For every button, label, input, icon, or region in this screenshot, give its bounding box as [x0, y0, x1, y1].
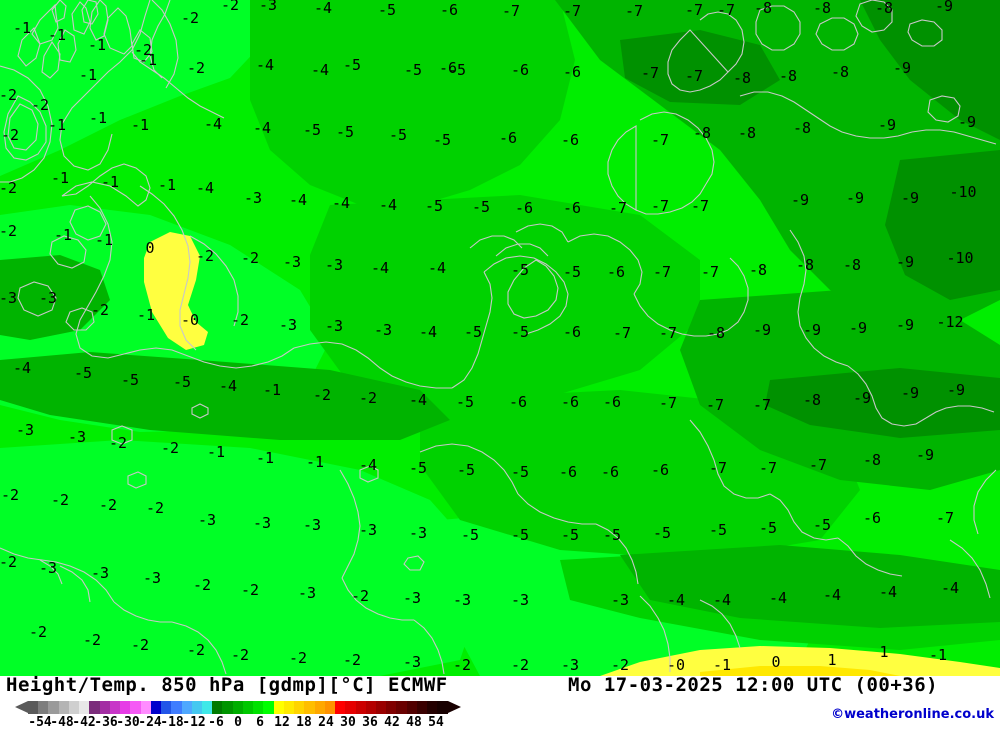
color-scale-tick: 18 — [296, 715, 312, 730]
color-scale-tick: 6 — [256, 715, 264, 730]
color-scale-swatch — [375, 701, 387, 714]
color-scale-tick: -6 — [208, 715, 224, 730]
temperature-map[interactable]: -1 -1 -1 -2 -2 -2 -3 -4 -5 -6 -7 -7 -7 -7 -7 -8 -8 -8 -9 -2… — [0, 0, 1000, 676]
isotherm-band-dark-w — [0, 255, 110, 340]
color-scale-swatch — [416, 701, 428, 714]
color-scale-legend: -54 -48 -42 -36 -30 -24 -18 -12 -6 0 6 12 18 24 30 36 42… — [15, 701, 461, 730]
color-scale-swatch — [201, 701, 213, 714]
color-scale-swatch — [79, 701, 90, 714]
color-scale-swatch — [109, 701, 121, 714]
color-scale-swatch — [253, 701, 264, 714]
isotherm-band-darkest-ne — [860, 0, 1000, 140]
color-scale-swatch — [191, 701, 202, 714]
color-scale-swatch — [242, 701, 254, 714]
color-scale-swatch — [58, 701, 69, 714]
color-scale-tick: 24 — [318, 715, 334, 730]
color-scale-swatch — [355, 701, 366, 714]
color-scale-swatch — [273, 701, 284, 714]
isotherm-band-darkest-e2 — [765, 368, 1000, 438]
color-scale-tick: 0 — [234, 715, 242, 730]
map-footer: Height/Temp. 850 hPa [gdmp][°C] ECMWF Mo… — [0, 674, 1000, 733]
color-scale-swatch — [283, 701, 295, 714]
isotherm-band-dark-nwstrip — [0, 352, 450, 440]
color-scale-tick: 12 — [274, 715, 290, 730]
coastlines — [0, 0, 997, 675]
color-scale-swatch — [161, 701, 172, 714]
color-scale-swatch — [324, 701, 336, 714]
isotherm-band-mid-central — [250, 0, 575, 205]
map-field-svg — [0, 0, 1000, 676]
color-scale-tick: -36 — [94, 715, 118, 730]
isotherm-band-dark-se — [620, 545, 1000, 628]
color-scale-swatch — [130, 701, 141, 714]
color-scale-swatch — [304, 701, 315, 714]
color-scale-swatch — [365, 701, 376, 714]
color-scale-tick: -48 — [50, 715, 74, 730]
color-scale-swatch — [212, 701, 223, 714]
isotherm-band-darkest-e — [885, 150, 1000, 300]
color-scale-tick: -24 — [138, 715, 162, 730]
color-scale-swatch — [140, 701, 151, 714]
color-scale-swatch — [386, 701, 397, 714]
color-scale-swatch — [396, 701, 407, 714]
color-scale-swatch — [120, 701, 131, 714]
isotherm-band-mid-central2 — [310, 195, 700, 405]
color-scale-swatch — [181, 701, 192, 714]
color-scale-swatch — [68, 701, 80, 714]
color-scale-swatch — [28, 701, 39, 714]
color-scale-right-arrow — [448, 701, 461, 713]
color-scale-swatch — [406, 701, 417, 714]
chart-title: Height/Temp. 850 hPa [gdmp][°C] ECMWF — [6, 674, 448, 696]
color-scale-swatch — [314, 701, 325, 714]
color-scale-swatch — [437, 701, 448, 714]
isotherm-band-darkest-ne3 — [620, 30, 780, 105]
color-scale-tick: -42 — [72, 715, 96, 730]
model-run-timestamp: Mo 17-03-2025 12:00 UTC (00+36) — [568, 674, 939, 696]
color-scale-left-arrow — [15, 701, 28, 713]
color-scale-swatches — [28, 701, 448, 714]
color-scale-swatch — [232, 701, 243, 714]
isotherm-band-yellow-south — [600, 646, 1000, 676]
color-scale-tick: -18 — [160, 715, 184, 730]
color-scale-swatch — [345, 701, 356, 714]
color-scale-swatch — [89, 701, 100, 714]
color-scale-swatch — [99, 701, 110, 714]
color-scale-tick: -30 — [116, 715, 140, 730]
color-scale-swatch — [294, 701, 305, 714]
color-scale-swatch — [171, 701, 182, 714]
color-scale-swatch — [335, 701, 346, 714]
color-scale-swatch — [427, 701, 438, 714]
color-scale-tick: -54 — [28, 715, 52, 730]
color-scale-tick: 54 — [428, 715, 444, 730]
color-scale-swatch — [38, 701, 49, 714]
color-scale-tick: 36 — [362, 715, 378, 730]
color-scale-swatch — [222, 701, 233, 714]
color-scale-tick: -12 — [182, 715, 206, 730]
isotherm-band-lightest-sw — [0, 440, 480, 676]
color-scale-swatch — [48, 701, 59, 714]
isotherm-band-yellow-uk — [144, 232, 208, 350]
color-scale-tick-labels: -54 -48 -42 -36 -30 -24 -18 -12 -6 0 6 12 18 24 30 36 42… — [28, 715, 448, 731]
color-scale-swatch — [263, 701, 274, 714]
color-scale-tick: 42 — [384, 715, 400, 730]
isotherm-band-yellow-south2 — [700, 666, 900, 676]
copyright-credit: ©weatheronline.co.uk — [831, 707, 994, 722]
color-scale-tick: 48 — [406, 715, 422, 730]
color-scale-tick: 30 — [340, 715, 356, 730]
color-scale-swatch — [150, 701, 162, 714]
